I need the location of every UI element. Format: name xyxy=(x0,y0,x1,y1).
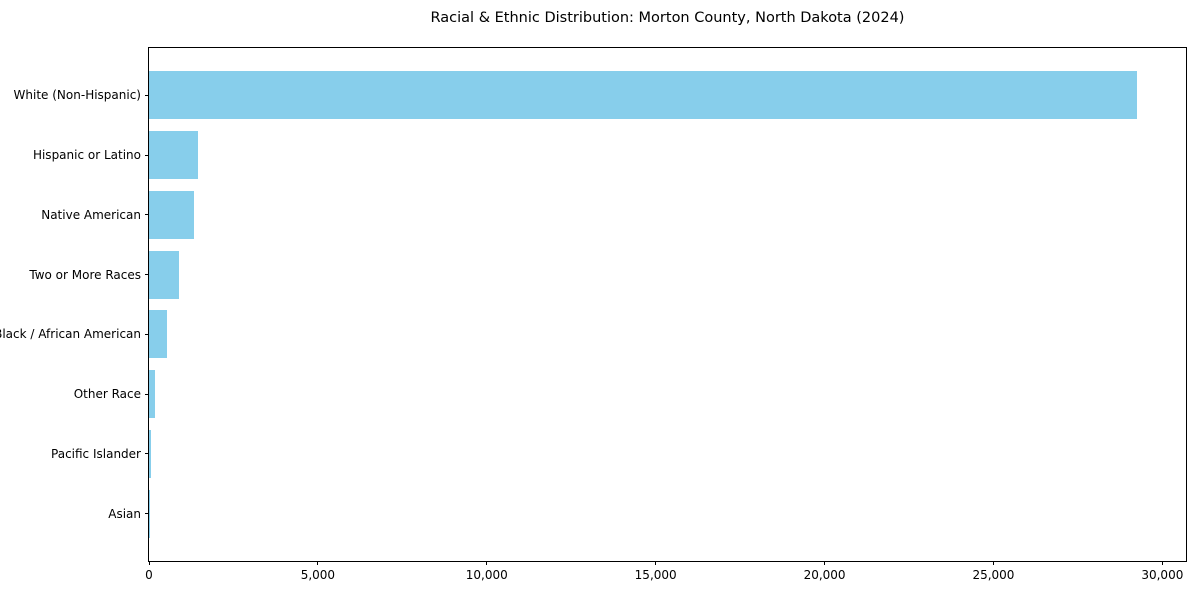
y-tick-label: Native American xyxy=(41,207,141,222)
x-axis-tick xyxy=(992,561,994,565)
y-tick-label: Asian xyxy=(108,506,141,521)
bar-hispanic-or-latino xyxy=(149,131,198,179)
bar-native-american xyxy=(149,190,194,239)
bar-pacific-islander xyxy=(149,430,151,478)
x-tick-label: 0 xyxy=(145,568,153,582)
y-axis-tick xyxy=(145,453,149,455)
y-tick-label: Two or More Races xyxy=(29,267,141,282)
y-axis-tick xyxy=(145,94,149,96)
y-tick-label: Hispanic or Latino xyxy=(32,148,141,163)
y-tick-label: White (Non-Hispanic) xyxy=(13,88,141,103)
x-tick-label: 15,000 xyxy=(634,568,677,582)
x-axis-tick xyxy=(486,561,488,565)
x-axis-tick xyxy=(1161,561,1163,565)
x-axis-tick xyxy=(655,561,657,565)
bar-white-non-hispanic xyxy=(149,71,1138,120)
x-tick-label: 30,000 xyxy=(1141,568,1184,582)
x-axis-tick xyxy=(149,561,150,565)
chart-title: Racial & Ethnic Distribution: Morton Cou… xyxy=(430,10,905,26)
bar-black-african-american xyxy=(149,310,167,359)
x-tick-label: 5,000 xyxy=(300,568,336,582)
y-axis-tick xyxy=(145,154,149,156)
plot-area: White (Non-Hispanic) Hispanic or Latino Na… xyxy=(0,47,1187,582)
x-tick-label: 10,000 xyxy=(465,568,508,582)
y-axis-tick xyxy=(145,274,149,276)
y-axis-tick xyxy=(145,393,149,395)
x-tick-label: 25,000 xyxy=(972,568,1015,582)
y-axis-tick xyxy=(145,513,149,515)
bar-other-race xyxy=(149,370,156,419)
y-axis-tick xyxy=(145,333,149,335)
x-tick-label: 20,000 xyxy=(803,568,846,582)
bar-two-or-more-races xyxy=(149,250,180,299)
x-axis-tick xyxy=(317,561,319,565)
y-tick-label: Other Race xyxy=(73,387,141,402)
y-tick-label: Pacific Islander xyxy=(51,446,141,461)
bar-asian xyxy=(149,489,150,538)
x-axis-tick xyxy=(824,561,826,565)
y-axis-tick xyxy=(145,214,149,216)
y-tick-label: Black / African American xyxy=(0,327,141,342)
